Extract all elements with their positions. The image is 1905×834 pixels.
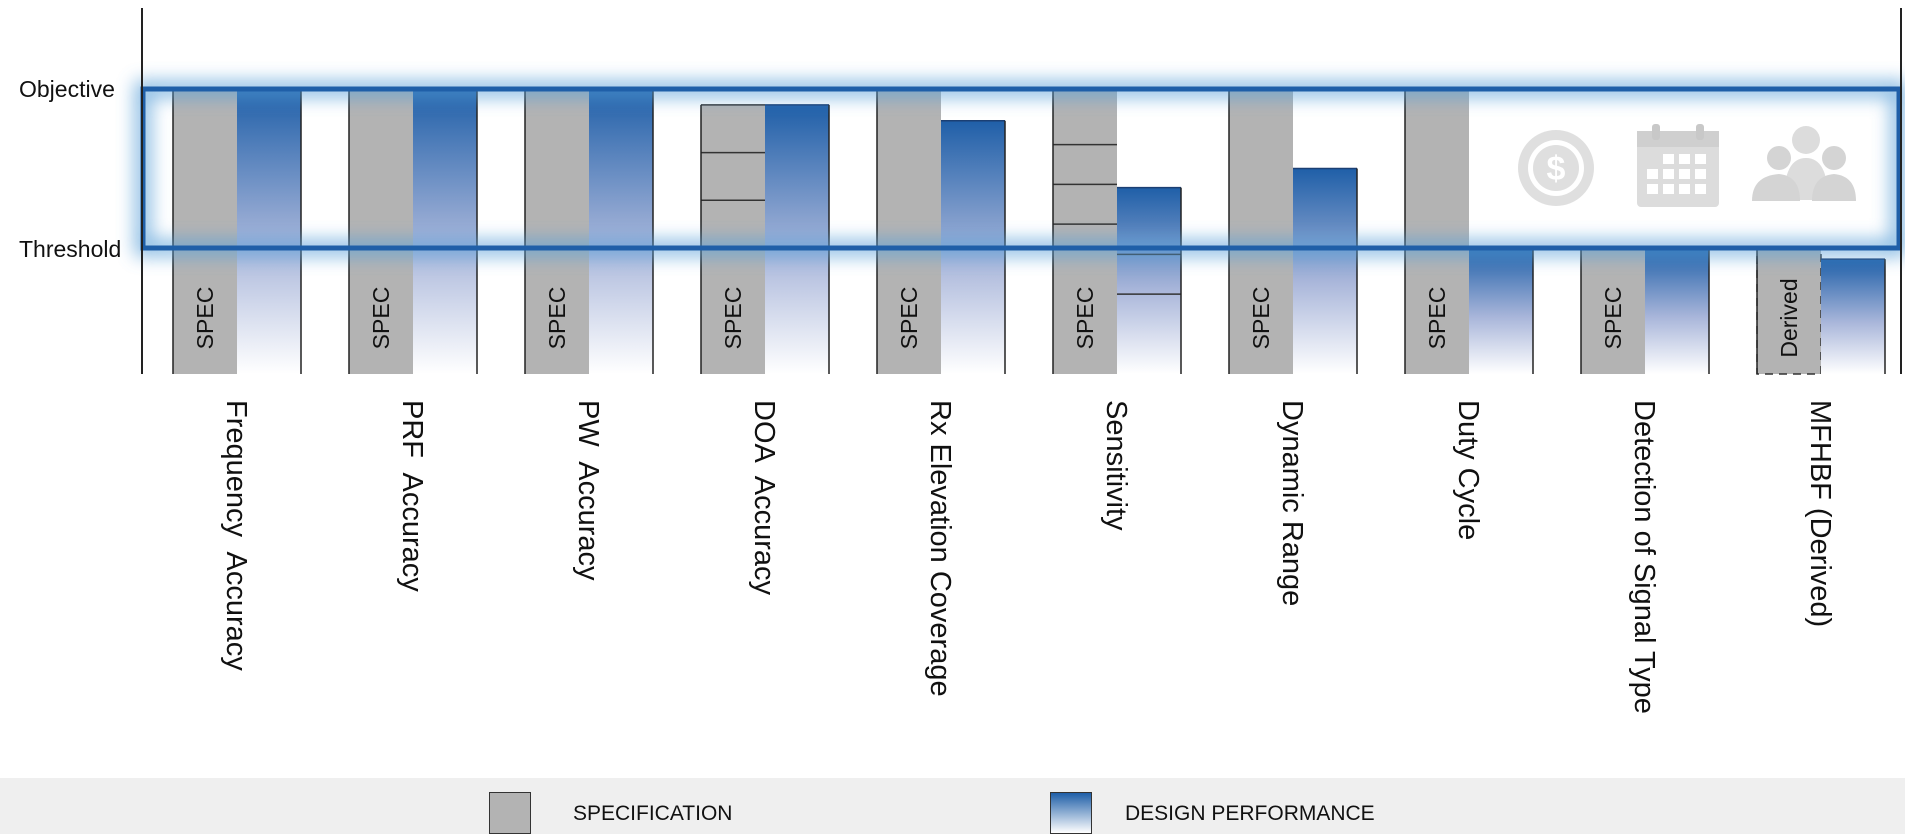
- category-5-label: Sensitivity: [1100, 400, 1132, 531]
- category-7-spec-bar: [1405, 89, 1469, 374]
- category-2-label: PW Accuracy: [572, 400, 604, 581]
- category-8-spec-bar: [1581, 248, 1645, 374]
- category-6-spec-bar: [1229, 89, 1293, 374]
- team-icon: [1752, 126, 1856, 201]
- bars-layer: SPEC SPEC SPEC SPEC SPEC SPEC SPEC SPEC SPEC Deri…: [172, 88, 1886, 375]
- category-0-spec-text: SPEC: [192, 287, 218, 350]
- category-5-spec-text: SPEC: [1072, 287, 1098, 350]
- category-3-design-bar: [765, 104, 829, 375]
- threshold-label: Threshold: [19, 236, 122, 262]
- category-3-spec-text: SPEC: [720, 287, 746, 350]
- objective-label: Objective: [19, 76, 115, 102]
- category-0-label: Frequency Accuracy: [220, 400, 252, 671]
- legend: SPECIFICATION DESIGN PERFORMANCE: [0, 778, 1905, 834]
- category-8-spec-text: SPEC: [1600, 287, 1626, 350]
- category-6-design-bar: [1293, 168, 1357, 374]
- category-6-label: Dynamic Range: [1276, 400, 1308, 607]
- category-9-label: MFHBF (Derived): [1804, 400, 1836, 628]
- legend-swatch-specification: [489, 792, 531, 834]
- category-0-spec-bar: [173, 89, 237, 374]
- category-3-spec-bar: [701, 104, 765, 375]
- category-4-spec-text: SPEC: [896, 287, 922, 350]
- dollar-icon: $: [1518, 130, 1594, 206]
- calendar-icon: [1637, 124, 1719, 207]
- category-7-design-bar: [1469, 248, 1533, 374]
- category-6-spec-text: SPEC: [1248, 287, 1274, 350]
- category-4-spec-bar: [877, 89, 941, 374]
- axis-layer: [141, 8, 1902, 374]
- category-4-label: Rx Elevation Coverage: [924, 400, 956, 697]
- category-1-spec-bar: [349, 89, 413, 374]
- category-1-spec-text: SPEC: [368, 287, 394, 350]
- category-9-design-bar: [1821, 259, 1885, 374]
- category-9-spec-text: Derived: [1776, 278, 1802, 357]
- category-8-label: Detection of Signal Type: [1628, 400, 1660, 714]
- category-2-spec-bar: [525, 89, 589, 374]
- legend-label-specification: SPECIFICATION: [573, 802, 733, 825]
- legend-swatch-design-performance: [1050, 792, 1092, 834]
- category-3-label: DOA Accuracy: [748, 400, 780, 596]
- category-2-design-bar: [589, 89, 653, 374]
- chart-area: SPEC SPEC SPEC SPEC SPEC SPEC SPEC SPEC SPEC Deri…: [135, 8, 1905, 375]
- category-0-design-bar: [237, 89, 301, 374]
- category-1-label: PRF Accuracy: [396, 400, 428, 592]
- category-5-spec-bar: [1053, 89, 1117, 374]
- category-2-spec-text: SPEC: [544, 287, 570, 350]
- legend-label-design-performance: DESIGN PERFORMANCE: [1125, 802, 1375, 825]
- category-7-spec-text: SPEC: [1424, 287, 1450, 350]
- svg-text:$: $: [1547, 150, 1566, 188]
- category-5-design-bar: [1117, 187, 1181, 374]
- category-8-design-bar: [1645, 248, 1709, 374]
- category-1-design-bar: [413, 89, 477, 374]
- icons-layer: $: [1518, 124, 1856, 207]
- category-7-label: Duty Cycle: [1452, 400, 1484, 541]
